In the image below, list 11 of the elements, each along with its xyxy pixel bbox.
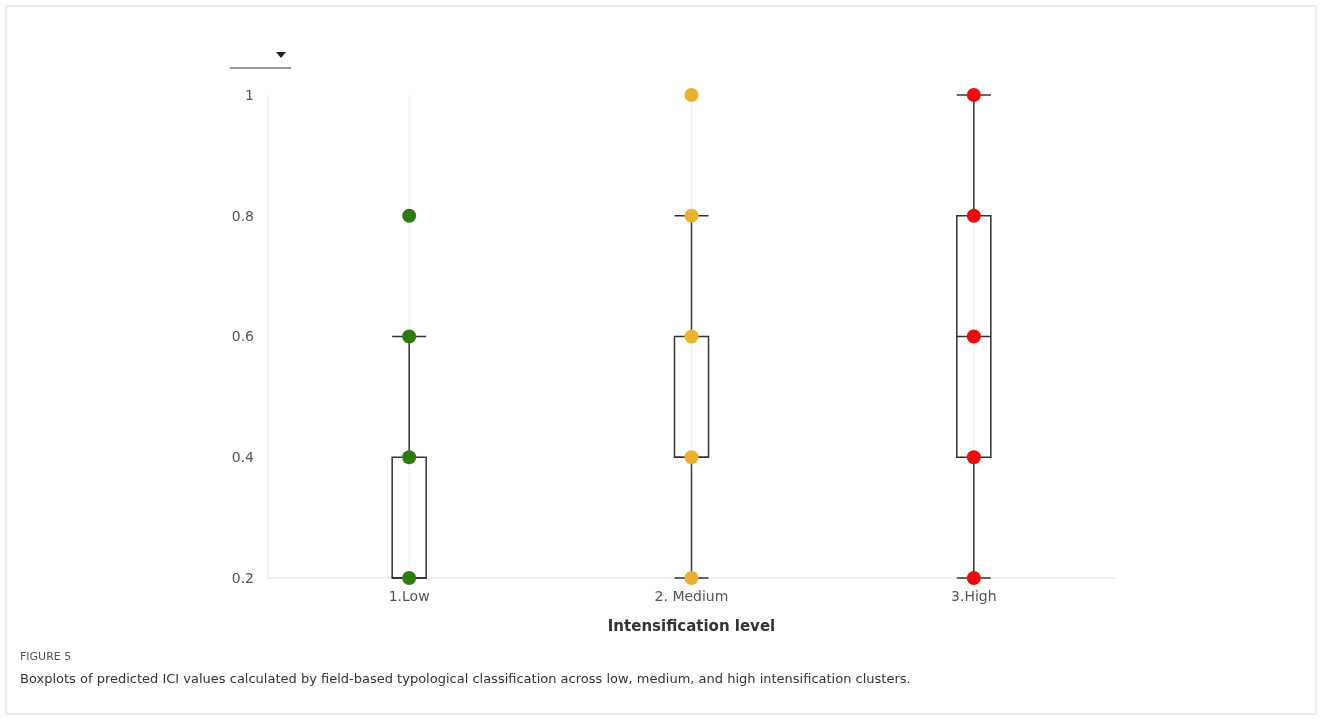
y-tick-label: 0.6	[231, 328, 255, 345]
x-tick-label: 1.Low	[388, 588, 430, 604]
caption: FIGURE 5	[20, 650, 72, 663]
text: Boxplots of predicted ICI values calculated by field-based typological classification across low, medium, and high intensification clusters.	[20, 671, 911, 686]
y-tick-label: 0.2	[231, 569, 254, 586]
x-tick-label: 3.High	[951, 588, 997, 604]
y-tick-label: 1	[245, 86, 254, 103]
y-tick-label: 0.4	[231, 449, 255, 466]
x-tick-label: 2. Medium	[654, 588, 729, 604]
x-axis-title: Intensification level	[607, 617, 776, 635]
y-tick-label: 0.8	[231, 207, 254, 224]
